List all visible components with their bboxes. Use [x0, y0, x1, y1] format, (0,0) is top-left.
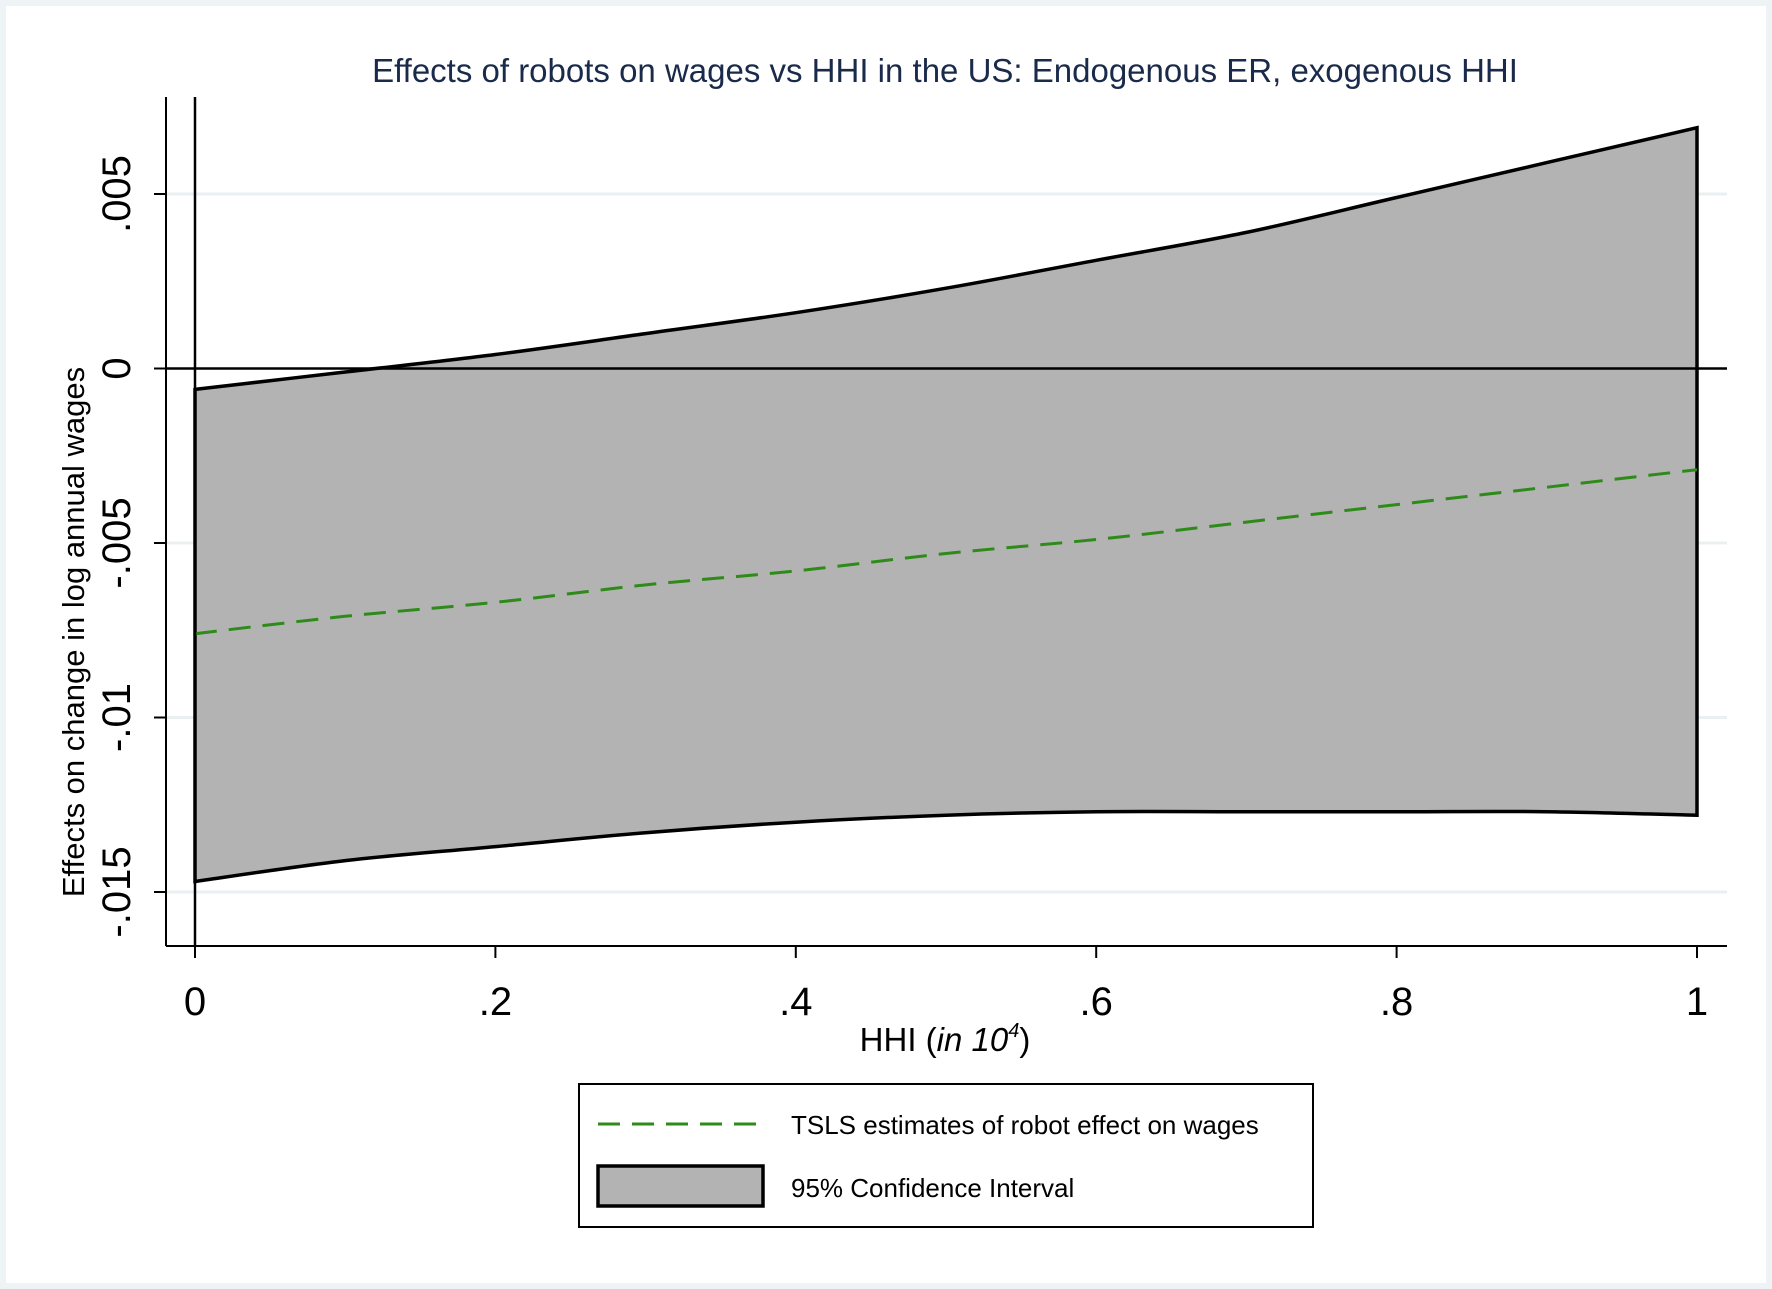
legend-label-estimate: TSLS estimates of robot effect on wages — [791, 1110, 1259, 1140]
x-axis-label-prefix: HHI ( — [860, 1021, 937, 1058]
x-tick-label: .8 — [1380, 980, 1413, 1024]
tick-layer: 0 .2 .4 .6 .8 1 .005 0 -.005 -.01 -.015 — [95, 155, 1708, 1024]
legend-box — [578, 1083, 1314, 1228]
legend-band-symbol — [596, 1164, 765, 1208]
x-axis-label-suffix: ) — [1019, 1021, 1030, 1058]
estimate-line — [194, 468, 1698, 636]
x-tick-label: 0 — [184, 980, 206, 1024]
y-tick-label: 0 — [95, 357, 139, 379]
x-axis-label-superscript: 4 — [1008, 1020, 1019, 1042]
x-axis-label: HHI (in 104) — [860, 1020, 1031, 1058]
x-tick-label: 1 — [1686, 980, 1708, 1024]
confidence-band — [193, 125, 1699, 884]
x-tick-label: .2 — [479, 980, 512, 1024]
estimate-line-layer — [194, 468, 1698, 636]
y-axis-label: Effects on change in log annual wages — [56, 367, 91, 897]
confidence-band-layer — [193, 125, 1699, 884]
y-tick-label: .005 — [95, 155, 139, 233]
legend: TSLS estimates of robot effect on wages … — [578, 1083, 1314, 1228]
y-tick-label: -.005 — [95, 497, 139, 588]
x-tick-label: .4 — [779, 980, 812, 1024]
y-tick-label: -.015 — [95, 846, 139, 937]
y-tick-label: -.01 — [95, 683, 139, 752]
chart-title: Effects of robots on wages vs HHI in the… — [372, 52, 1518, 89]
axes-layer — [165, 97, 1727, 947]
x-tick-label: .6 — [1080, 980, 1113, 1024]
legend-label-ci: 95% Confidence Interval — [791, 1173, 1074, 1203]
x-axis-label-italic: in 10 — [937, 1021, 1009, 1058]
